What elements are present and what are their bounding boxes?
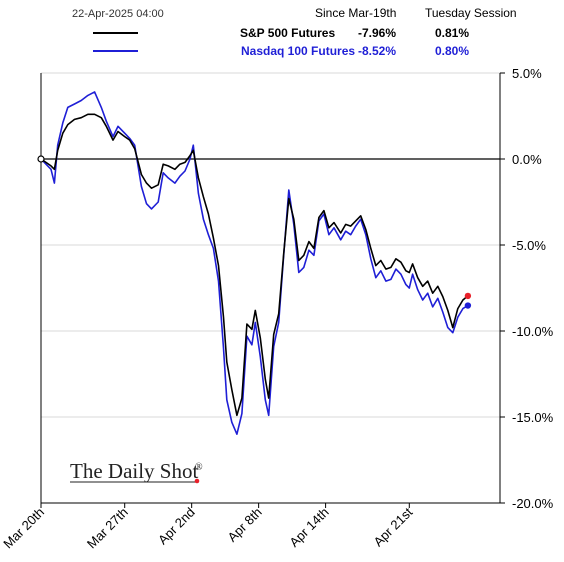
y-tick-label: -15.0%: [512, 410, 554, 425]
x-tick-label: Mar 20th: [0, 505, 47, 552]
end-marker-spx: [464, 292, 472, 300]
x-axis-tick-labels: Mar 20th Mar 27th Apr 2nd Apr 8th Apr 14th Ap…: [0, 504, 415, 551]
x-tick-label: Apr 8th: [225, 505, 265, 545]
legend-session-spx: 0.81%: [435, 26, 469, 40]
legend-since-ndx: -8.52%: [358, 44, 396, 58]
x-tick-label: Apr 14th: [286, 505, 331, 550]
brand-logo: The Daily Shot ®: [70, 459, 203, 484]
axes: [40, 72, 505, 508]
y-tick-label: 5.0%: [512, 66, 542, 81]
x-tick-label: Apr 2nd: [155, 505, 198, 548]
y-tick-label: -5.0%: [512, 238, 546, 253]
series-line-ndx: [40, 91, 469, 436]
x-tick-label: Apr 21st: [371, 504, 416, 549]
series-lines: [40, 91, 469, 436]
series-line-spx: [40, 113, 469, 417]
y-tick-label: 0.0%: [512, 152, 542, 167]
y-tick-label: -20.0%: [512, 496, 554, 511]
y-tick-label: -10.0%: [512, 324, 554, 339]
end-markers: [37, 155, 472, 309]
x-tick-label: Mar 27th: [84, 505, 131, 552]
y-axis-tick-labels: 5.0% 0.0% -5.0% -10.0% -15.0% -20.0%: [512, 66, 554, 511]
start-marker: [37, 155, 45, 163]
brand-registered-mark: ®: [195, 462, 203, 473]
legend-session-header: Tuesday Session: [425, 6, 517, 20]
legend-since-header: Since Mar-19th: [315, 6, 396, 20]
end-marker-ndx: [464, 302, 472, 309]
legend-name-spx: S&P 500 Futures: [240, 26, 335, 40]
legend-session-ndx: 0.80%: [435, 44, 469, 58]
gridlines: [41, 72, 500, 504]
brand-dot: [194, 478, 200, 484]
brand-text: The Daily Shot: [70, 459, 198, 483]
legend-since-spx: -7.96%: [358, 26, 396, 40]
legend-name-ndx: Nasdaq 100 Futures: [241, 44, 355, 58]
timestamp: 22-Apr-2025 04:00: [72, 8, 164, 20]
